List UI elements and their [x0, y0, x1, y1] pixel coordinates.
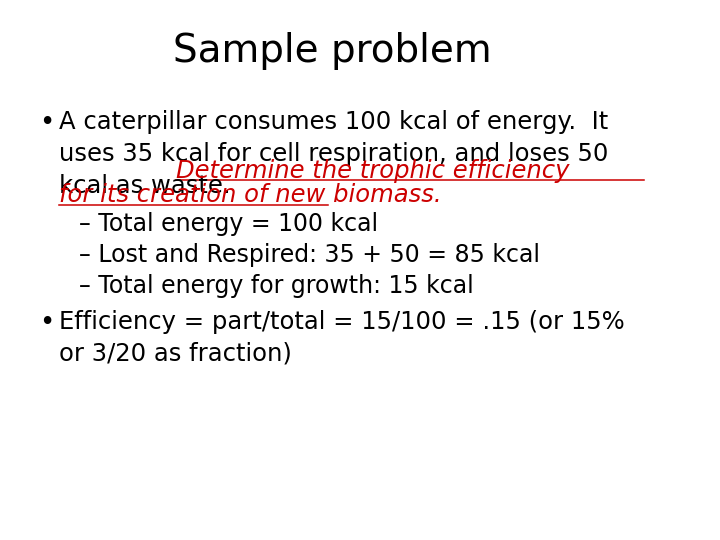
Text: Determine the trophic efficiency: Determine the trophic efficiency [176, 159, 570, 183]
Text: – Total energy for growth: 15 kcal: – Total energy for growth: 15 kcal [78, 274, 473, 298]
Text: •: • [39, 309, 54, 336]
Text: A caterpillar consumes 100 kcal of energy.  It
uses 35 kcal for cell respiration: A caterpillar consumes 100 kcal of energ… [59, 110, 608, 198]
Text: – Total energy = 100 kcal: – Total energy = 100 kcal [78, 212, 378, 236]
Text: Sample problem: Sample problem [173, 32, 492, 70]
Text: •: • [39, 110, 54, 136]
Text: – Lost and Respired: 35 + 50 = 85 kcal: – Lost and Respired: 35 + 50 = 85 kcal [78, 243, 539, 267]
Text: for its creation of new biomass.: for its creation of new biomass. [59, 184, 441, 207]
Text: Efficiency = part/total = 15/100 = .15 (or 15%
or 3/20 as fraction): Efficiency = part/total = 15/100 = .15 (… [59, 309, 624, 366]
